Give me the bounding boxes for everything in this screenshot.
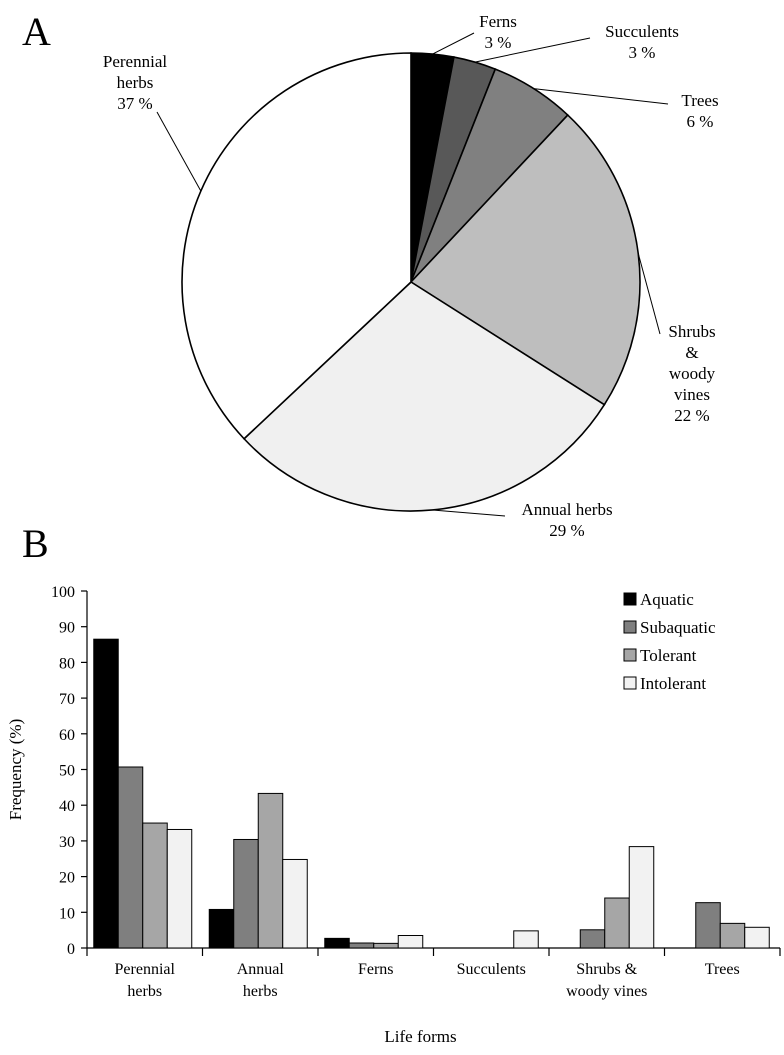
bar-subaquatic-annual-herbs: [233, 838, 259, 949]
y-tick-label: 20: [59, 870, 75, 887]
x-tick-label-succulents: Succulents: [457, 961, 526, 978]
legend-label-tolerant: Tolerant: [640, 646, 697, 665]
pie-leader-shrubs-and-woody-vines: [637, 253, 661, 335]
y-tick-label: 10: [59, 905, 75, 922]
legend-swatch-subaquatic: [623, 620, 637, 634]
pie-leader-ferns: [432, 32, 475, 55]
bar-intolerant-annual-herbs: [282, 858, 308, 949]
legend-swatch-aquatic: [623, 592, 637, 606]
bar-subaquatic-shrubs-and-woody-vines: [579, 929, 606, 949]
pie-label-ferns: Ferns 3 %: [479, 12, 517, 52]
bar-aquatic-perennial-herbs: [93, 638, 119, 949]
legend-label-intolerant: Intolerant: [640, 674, 706, 693]
bar-subaquatic-perennial-herbs: [117, 766, 144, 949]
bar-tolerant-trees: [719, 922, 746, 949]
y-tick-label: 60: [59, 727, 75, 744]
panel-label-a: A: [22, 9, 51, 54]
y-tick-label: 0: [67, 941, 75, 958]
bar-aquatic-ferns: [324, 937, 350, 949]
bar-chart: 0 10 20 30 40 50 60 70 80 90 100 Perennial herbs Annu…: [6, 584, 781, 1046]
pie-slice-annual-herbs: [242, 280, 606, 512]
bar-intolerant-ferns: [397, 935, 424, 949]
pie-chart: Ferns 3 % Succulents 3 %Trees 6 % Shrubs & wood…: [103, 12, 719, 540]
y-tick-label: 90: [59, 620, 75, 637]
y-tick-label: 70: [59, 691, 75, 708]
pie-label-shrubs-and-woody-vines: Shrubs & woody vines 22 %: [668, 322, 715, 425]
y-axis-title: Frequency (%): [6, 719, 25, 821]
bar-intolerant-shrubs-and-woody-vines: [628, 846, 655, 949]
legend-label-subaquatic: Subaquatic: [640, 618, 716, 637]
bar-aquatic-annual-herbs: [208, 908, 235, 949]
legend-label-aquatic: Aquatic: [640, 590, 694, 609]
pie-slice-perennial-herbs: [181, 52, 412, 440]
y-tick-label: 100: [51, 584, 75, 601]
pie-label-annual-herbs: Annual herbs 29 %: [521, 500, 612, 540]
bar-intolerant-succulents: [513, 930, 539, 949]
bar-intolerant-trees: [744, 926, 770, 949]
pie-leader-trees: [533, 88, 669, 105]
x-tick-label-ferns: Ferns: [358, 961, 394, 978]
pie-leader-perennial-herbs: [156, 111, 202, 192]
pie-leader-annual-herbs: [432, 509, 506, 517]
pie-slice-shrubs-and-woody-vines: [409, 113, 641, 406]
bar-tolerant-ferns: [373, 942, 399, 949]
legend-swatch-tolerant: [623, 648, 637, 662]
legend-swatch-intolerant: [623, 676, 637, 690]
y-tick-label: 50: [59, 763, 75, 780]
bar-subaquatic-ferns: [348, 942, 375, 949]
bar-tolerant-annual-herbs: [257, 792, 284, 949]
pie-label-perennial-herbs: Perennial herbs 37 %: [103, 52, 167, 113]
pie-leader-succulents: [474, 37, 591, 63]
bar-tolerant-perennial-herbs: [142, 822, 168, 949]
x-tick-label-shrubs-and-woody-vines: Shrubs & woody vines: [566, 961, 647, 1000]
pie-label-succulents: Succulents 3 %: [605, 22, 679, 62]
bar-subaquatic-trees: [695, 902, 721, 949]
y-tick-label: 80: [59, 655, 75, 672]
bar-tolerant-shrubs-and-woody-vines: [604, 897, 630, 949]
x-tick-label-perennial-herbs: Perennial herbs: [115, 961, 176, 1000]
x-tick-label-annual-herbs: Annual herbs: [237, 961, 285, 1000]
x-tick-label-trees: Trees: [705, 961, 740, 978]
panel-label-b: B: [22, 521, 49, 566]
bar-intolerant-perennial-herbs: [166, 828, 193, 949]
y-tick-label: 40: [59, 798, 75, 815]
pie-label-trees: Trees 6 %: [681, 91, 718, 131]
y-tick-label: 30: [59, 834, 75, 851]
x-axis-title: Life forms: [384, 1027, 456, 1046]
